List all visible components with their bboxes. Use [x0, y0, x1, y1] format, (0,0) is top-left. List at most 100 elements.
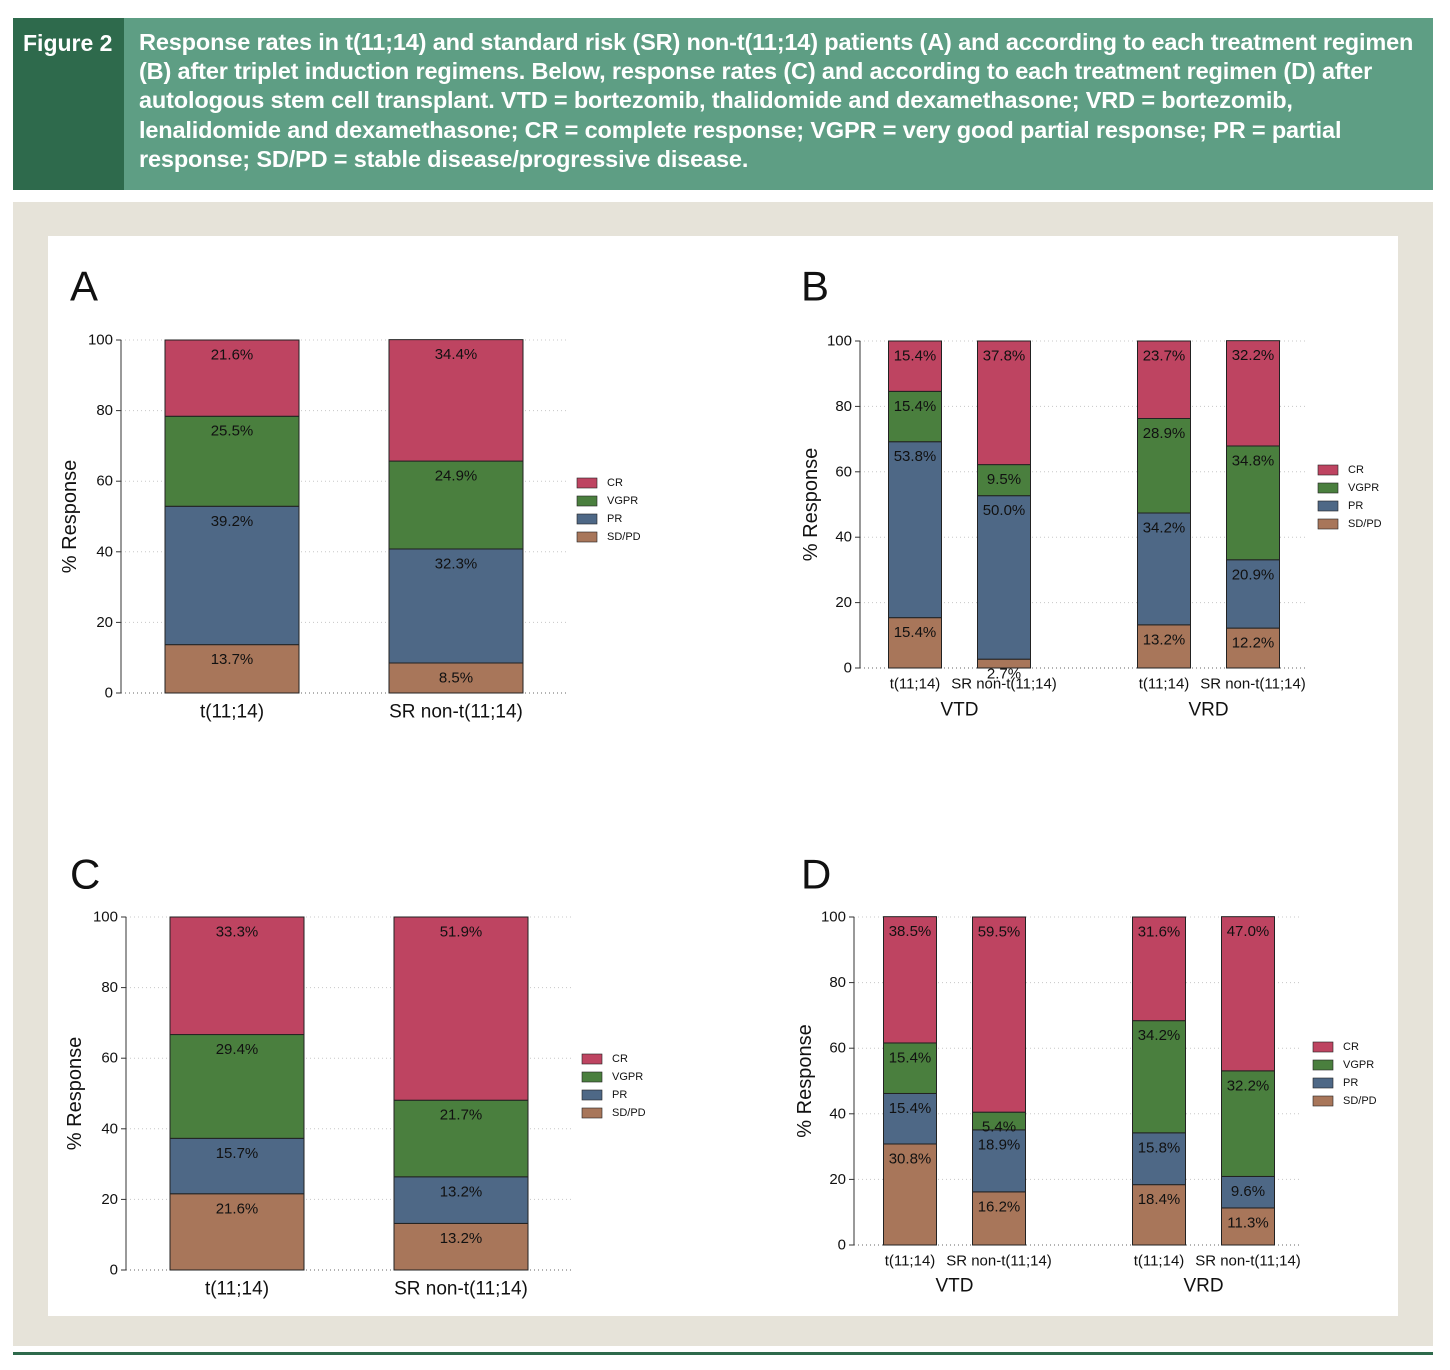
legend-label: PR [1343, 1077, 1358, 1089]
bar-segment-sd-pd [1132, 1184, 1186, 1246]
y-tick-label: 40 [96, 543, 113, 560]
bar-segment-sd-pd [883, 1143, 937, 1246]
bar-segment-pr [1221, 1175, 1275, 1209]
legend-label: VGPR [612, 1071, 643, 1083]
legend-swatch-pr [1317, 500, 1339, 512]
bar-segment-vgpr [169, 1034, 305, 1139]
bar-segment-sd-pd [169, 1193, 305, 1271]
legend-swatch-cr [581, 1053, 603, 1065]
bar-segment-pr [1226, 559, 1280, 629]
data-label: 23.7% [1143, 348, 1186, 365]
group-label: VTD [941, 700, 979, 721]
legend-label: PR [612, 1089, 627, 1101]
data-label: 15.4% [894, 398, 937, 415]
charts-canvas: A 0 20 40 60 80 100 % Response 13.7% 39.2% 25.5% 21… [59, 263, 1382, 1300]
y-tick-label: 40 [835, 529, 852, 546]
x-tick-label: t(11;14) [1139, 676, 1190, 693]
data-label: 9.6% [1231, 1183, 1265, 1200]
bar-segment-vgpr [1226, 445, 1280, 561]
y-tick-label: 40 [829, 1105, 846, 1122]
y-axis-label: % Response [59, 460, 81, 573]
bar-segment-cr [888, 340, 942, 392]
figure-panel: A 0 20 40 60 80 100 % Response 13.7% 39.2% 25.5% 21… [48, 236, 1398, 1316]
data-label: 21.6% [216, 1200, 259, 1217]
data-label: 12.2% [1232, 635, 1275, 652]
x-tick-label: SR non-t(11;14) [1195, 1253, 1301, 1270]
data-label: 2.7% [987, 666, 1021, 683]
y-tick-label: 60 [101, 1050, 118, 1067]
legend-label: CR [1343, 1041, 1359, 1053]
data-label: 51.9% [440, 924, 483, 941]
data-label: 15.7% [216, 1145, 259, 1162]
y-axis-label: % Response [800, 448, 822, 561]
legend-swatch-cr [1312, 1041, 1334, 1053]
data-label: 21.7% [440, 1107, 483, 1124]
bar-segment-cr [972, 916, 1026, 1113]
y-tick-label: 20 [835, 594, 852, 611]
x-tick-label: SR non-t(11;14) [1200, 676, 1306, 693]
data-label: 20.9% [1232, 566, 1275, 583]
data-label: 15.4% [889, 1049, 932, 1066]
legend-swatch-pr [1312, 1077, 1334, 1089]
bar-segment-pr [164, 505, 300, 646]
y-tick-label: 80 [101, 979, 118, 996]
bar-segment-cr [1221, 916, 1275, 1072]
legend-swatch-pr [581, 1089, 603, 1101]
legend-swatch-vgpr [1312, 1059, 1334, 1071]
y-tick-label: 20 [101, 1191, 118, 1208]
data-label: 25.5% [211, 423, 254, 440]
bar-segment-pr [169, 1137, 305, 1195]
bar-segment-cr [393, 916, 529, 1101]
group-label: VRD [1183, 1276, 1223, 1297]
panel-letter-b: B [801, 263, 829, 310]
panel-letter-c: C [70, 851, 100, 898]
bar-segment-cr [883, 916, 937, 1044]
x-tick-label: t(11;14) [200, 702, 264, 723]
legend-label: SD/PD [1343, 1095, 1377, 1107]
data-label: 16.2% [978, 1198, 1021, 1215]
legend-swatch-sd-pd [1317, 518, 1339, 530]
group-label: VRD [1188, 700, 1228, 721]
data-label: 59.5% [978, 924, 1021, 941]
bar-segment-cr [1226, 340, 1280, 447]
bar-segment-vgpr [393, 1099, 529, 1178]
data-label: 18.9% [978, 1136, 1021, 1153]
legend-label: SD/PD [1348, 518, 1382, 530]
data-label: 50.0% [983, 502, 1026, 519]
x-tick-label: t(11;14) [205, 1279, 269, 1300]
bar-segment-sd-pd [1226, 627, 1280, 669]
x-tick-label: SR non-t(11;14) [951, 676, 1057, 693]
legend-swatch-pr [576, 513, 598, 525]
data-label: 9.5% [987, 471, 1021, 488]
data-label: 28.9% [1143, 425, 1186, 442]
y-tick-label: 20 [829, 1171, 846, 1188]
x-tick-label: SR non-t(11;14) [389, 702, 523, 723]
bar-segment-pr [883, 1092, 937, 1145]
panel-letter-d: D [801, 851, 831, 898]
figure-header: Figure 2 Response rates in t(11;14) and … [13, 18, 1433, 190]
y-tick-label: 60 [96, 473, 113, 490]
figure-caption: Response rates in t(11;14) and standard … [139, 29, 1414, 172]
data-label: 15.4% [894, 624, 937, 641]
data-label: 34.2% [1138, 1027, 1181, 1044]
data-label: 13.7% [211, 651, 254, 668]
bar-segment-pr [1137, 512, 1191, 626]
legend-swatch-sd-pd [576, 531, 598, 543]
data-label: 15.4% [889, 1100, 932, 1117]
y-tick-label: 0 [110, 1262, 118, 1279]
bar-segment-sd-pd [1221, 1207, 1275, 1246]
data-label: 34.2% [1143, 520, 1186, 537]
data-label: 13.2% [440, 1183, 483, 1200]
bottom-rule [13, 1352, 1433, 1355]
legend-label: VGPR [1343, 1059, 1374, 1071]
legend-swatch-vgpr [581, 1071, 603, 1083]
legend-swatch-vgpr [1317, 482, 1339, 494]
legend-swatch-sd-pd [1312, 1095, 1334, 1107]
data-label: 13.2% [440, 1230, 483, 1247]
data-label: 38.5% [889, 923, 932, 940]
y-tick-label: 0 [844, 660, 852, 677]
data-label: 30.8% [889, 1150, 932, 1167]
legend-label: CR [612, 1053, 628, 1065]
data-label: 21.6% [211, 347, 254, 364]
x-tick-label: t(11;14) [890, 676, 941, 693]
